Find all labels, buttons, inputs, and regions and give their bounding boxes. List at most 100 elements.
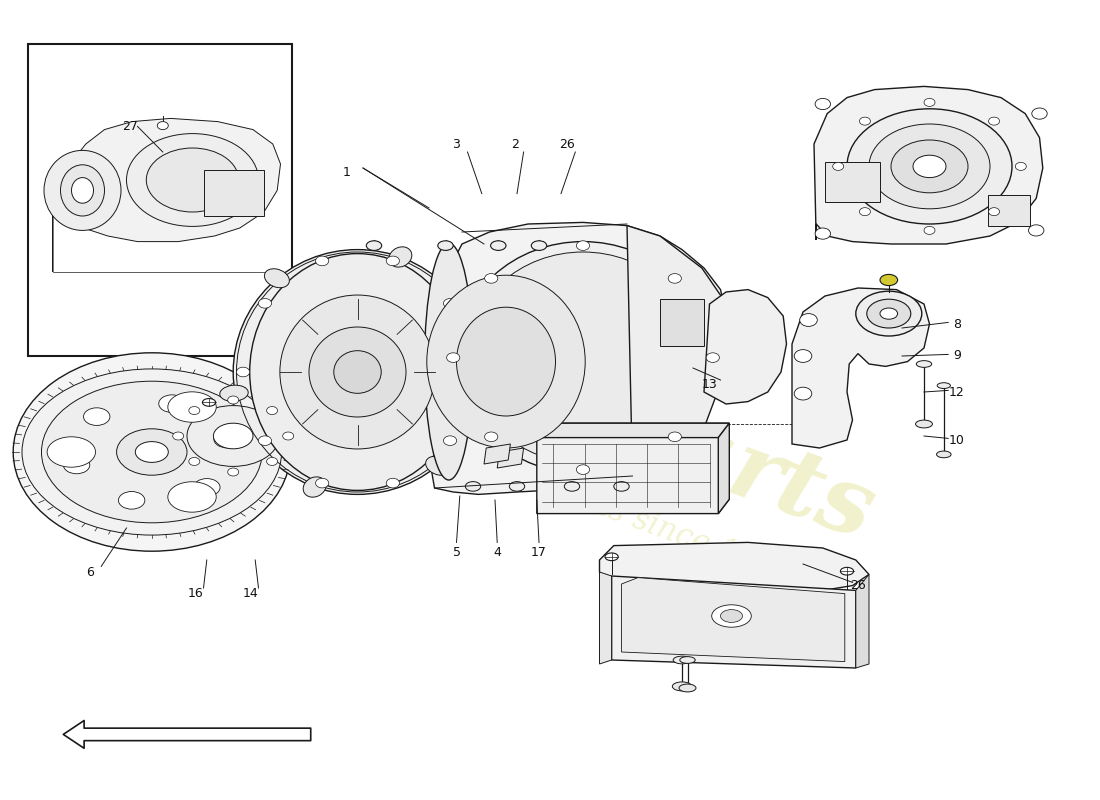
Ellipse shape — [989, 208, 1000, 216]
Ellipse shape — [258, 436, 272, 446]
Ellipse shape — [1028, 225, 1044, 236]
Ellipse shape — [366, 241, 382, 250]
Text: 2: 2 — [510, 138, 519, 150]
Ellipse shape — [220, 385, 249, 402]
Ellipse shape — [146, 148, 239, 212]
Ellipse shape — [119, 491, 145, 509]
Ellipse shape — [456, 307, 556, 416]
Ellipse shape — [859, 208, 870, 216]
Ellipse shape — [447, 353, 460, 362]
Polygon shape — [484, 444, 510, 464]
Ellipse shape — [189, 458, 200, 466]
Ellipse shape — [815, 228, 830, 239]
Ellipse shape — [913, 155, 946, 178]
Ellipse shape — [228, 396, 239, 404]
Ellipse shape — [44, 150, 121, 230]
Ellipse shape — [168, 392, 217, 422]
Text: 9: 9 — [953, 350, 961, 362]
Ellipse shape — [266, 458, 277, 466]
Ellipse shape — [213, 430, 240, 448]
Ellipse shape — [859, 117, 870, 125]
Ellipse shape — [867, 299, 911, 328]
Ellipse shape — [42, 381, 262, 523]
Ellipse shape — [815, 98, 830, 110]
Ellipse shape — [228, 468, 239, 476]
Text: 13: 13 — [702, 378, 717, 390]
Ellipse shape — [194, 478, 220, 496]
Ellipse shape — [869, 124, 990, 209]
Ellipse shape — [465, 482, 481, 491]
Ellipse shape — [485, 432, 498, 442]
Ellipse shape — [304, 477, 326, 497]
Ellipse shape — [279, 295, 436, 449]
Text: 10: 10 — [949, 434, 965, 446]
Ellipse shape — [468, 252, 698, 463]
Ellipse shape — [438, 241, 453, 250]
Text: 16: 16 — [188, 587, 204, 600]
Ellipse shape — [924, 98, 935, 106]
Ellipse shape — [236, 367, 250, 377]
Text: 17: 17 — [531, 546, 547, 558]
Polygon shape — [612, 576, 856, 668]
Ellipse shape — [283, 432, 294, 440]
Ellipse shape — [679, 684, 696, 692]
Ellipse shape — [712, 605, 751, 627]
Ellipse shape — [84, 408, 110, 426]
Ellipse shape — [576, 241, 590, 250]
Ellipse shape — [189, 406, 200, 414]
Ellipse shape — [158, 395, 185, 413]
Ellipse shape — [840, 567, 854, 575]
FancyArrowPatch shape — [64, 721, 310, 748]
Ellipse shape — [187, 406, 279, 466]
Polygon shape — [814, 86, 1043, 244]
Ellipse shape — [614, 482, 629, 491]
Ellipse shape — [668, 432, 681, 442]
Polygon shape — [621, 578, 845, 662]
Ellipse shape — [157, 122, 168, 130]
Ellipse shape — [386, 256, 399, 266]
Polygon shape — [53, 118, 280, 272]
Polygon shape — [600, 572, 612, 664]
Ellipse shape — [233, 250, 482, 494]
Ellipse shape — [833, 162, 844, 170]
Ellipse shape — [202, 398, 216, 406]
Text: 27: 27 — [122, 120, 138, 133]
Ellipse shape — [531, 241, 547, 250]
Ellipse shape — [22, 369, 282, 535]
Polygon shape — [600, 542, 869, 590]
Ellipse shape — [989, 117, 1000, 125]
Polygon shape — [627, 226, 726, 476]
Ellipse shape — [800, 314, 817, 326]
Polygon shape — [704, 290, 786, 404]
Ellipse shape — [847, 109, 1012, 224]
Ellipse shape — [250, 254, 465, 490]
Text: eurocarparts: eurocarparts — [213, 241, 887, 559]
Ellipse shape — [672, 682, 692, 691]
Ellipse shape — [466, 342, 495, 359]
Ellipse shape — [880, 308, 898, 319]
Ellipse shape — [443, 436, 456, 446]
Ellipse shape — [680, 657, 695, 663]
Ellipse shape — [891, 140, 968, 193]
Ellipse shape — [47, 437, 96, 467]
Ellipse shape — [794, 387, 812, 400]
Ellipse shape — [117, 429, 187, 475]
Text: 3: 3 — [452, 138, 461, 150]
Ellipse shape — [126, 134, 258, 226]
Text: 14: 14 — [243, 587, 258, 600]
Ellipse shape — [426, 456, 451, 475]
Polygon shape — [537, 423, 729, 514]
Ellipse shape — [427, 275, 585, 448]
Ellipse shape — [135, 442, 168, 462]
Polygon shape — [718, 423, 729, 514]
Ellipse shape — [485, 274, 498, 283]
Ellipse shape — [13, 353, 290, 551]
Ellipse shape — [937, 382, 950, 389]
Ellipse shape — [856, 291, 922, 336]
Text: 8: 8 — [953, 318, 961, 330]
Text: 26: 26 — [850, 579, 866, 592]
Ellipse shape — [465, 367, 478, 377]
Bar — [28, 44, 292, 356]
Ellipse shape — [668, 274, 681, 283]
Ellipse shape — [491, 241, 506, 250]
